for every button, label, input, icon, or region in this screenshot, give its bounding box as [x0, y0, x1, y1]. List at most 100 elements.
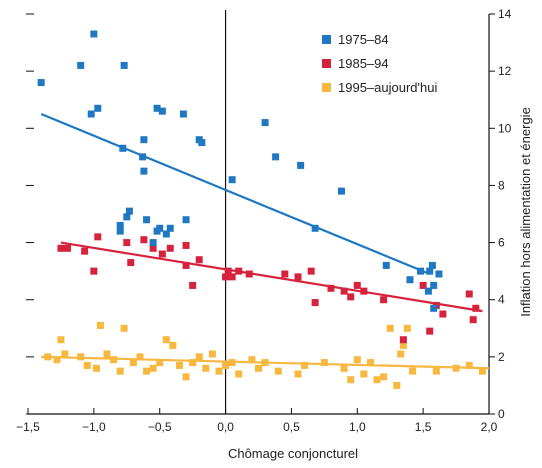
- point-series-2: [57, 244, 65, 252]
- legend-swatch: [322, 83, 331, 92]
- point-series-1: [406, 276, 414, 284]
- point-series-1: [143, 216, 151, 224]
- point-series-3: [129, 359, 137, 367]
- point-series-3: [393, 381, 401, 389]
- point-series-2: [399, 336, 407, 344]
- point-series-1: [123, 213, 131, 221]
- point-series-3: [120, 324, 128, 332]
- point-series-3: [340, 364, 348, 372]
- point-series-3: [53, 356, 61, 364]
- point-series-1: [116, 227, 124, 235]
- point-series-2: [235, 267, 243, 275]
- point-series-3: [182, 373, 190, 381]
- point-series-3: [248, 356, 256, 364]
- point-series-2: [81, 247, 89, 255]
- point-series-1: [337, 187, 345, 195]
- point-series-3: [149, 364, 157, 372]
- y-tick-label: 2: [498, 350, 505, 364]
- point-series-2: [465, 290, 473, 298]
- y-tick-label: 12: [498, 64, 512, 78]
- point-series-1: [140, 136, 148, 144]
- point-series-3: [399, 341, 407, 349]
- x-tick-label: 1,0: [349, 420, 366, 434]
- point-series-2: [166, 244, 174, 252]
- point-series-2: [281, 270, 289, 278]
- point-series-2: [222, 273, 230, 281]
- point-series-2: [380, 296, 388, 304]
- point-series-2: [426, 327, 434, 335]
- point-series-1: [382, 261, 390, 269]
- point-series-2: [123, 239, 131, 247]
- point-series-3: [235, 370, 243, 378]
- point-series-2: [353, 281, 361, 289]
- point-series-1: [430, 281, 438, 289]
- point-series-2: [127, 259, 135, 267]
- point-series-3: [116, 367, 124, 375]
- point-series-1: [139, 153, 147, 161]
- point-series-3: [255, 364, 262, 372]
- point-series-3: [92, 364, 100, 372]
- point-series-3: [397, 350, 405, 358]
- point-series-3: [386, 324, 394, 332]
- point-series-1: [166, 224, 174, 232]
- point-series-3: [77, 353, 85, 361]
- point-series-3: [143, 367, 151, 375]
- point-series-1: [94, 104, 102, 112]
- point-series-3: [96, 321, 104, 329]
- y-tick-label: 4: [498, 293, 505, 307]
- point-series-2: [327, 284, 335, 292]
- point-series-1: [428, 261, 436, 269]
- scatter-points: [37, 30, 486, 389]
- point-series-3: [175, 361, 183, 369]
- point-series-3: [156, 359, 164, 367]
- x-tick-label: 0,0: [217, 420, 234, 434]
- point-series-1: [272, 153, 280, 161]
- point-series-3: [61, 350, 69, 358]
- point-series-3: [162, 336, 170, 344]
- point-series-3: [202, 364, 210, 372]
- point-series-1: [179, 110, 187, 118]
- x-tick-label: −0,5: [148, 420, 172, 434]
- point-series-2: [294, 273, 302, 281]
- point-series-1: [162, 230, 170, 238]
- point-series-2: [182, 241, 190, 249]
- point-series-3: [83, 361, 91, 369]
- point-series-3: [228, 359, 236, 367]
- point-series-3: [103, 350, 111, 358]
- point-series-2: [419, 281, 427, 289]
- point-series-1: [140, 167, 148, 175]
- point-series-3: [360, 370, 368, 378]
- point-series-3: [44, 353, 52, 361]
- point-series-3: [110, 356, 118, 364]
- point-series-3: [373, 376, 381, 384]
- point-series-1: [426, 267, 434, 275]
- point-series-1: [198, 139, 206, 147]
- point-series-2: [347, 293, 355, 301]
- point-series-2: [149, 244, 157, 252]
- point-series-3: [222, 361, 230, 369]
- point-series-1: [120, 61, 128, 69]
- x-tick-label: 1,5: [415, 420, 432, 434]
- point-series-3: [274, 367, 282, 375]
- point-series-2: [94, 233, 102, 241]
- point-series-3: [208, 350, 216, 358]
- point-series-2: [469, 316, 477, 324]
- point-series-3: [169, 341, 177, 349]
- point-series-1: [77, 61, 85, 69]
- y-tick-label: 6: [498, 236, 505, 250]
- legend: 1975–84 1985–94 1995–aujourd'hui: [322, 32, 437, 95]
- point-series-3: [136, 353, 144, 361]
- point-series-2: [472, 304, 480, 312]
- point-series-1: [90, 30, 98, 38]
- point-series-1: [424, 287, 432, 295]
- legend-label: 1985–94: [338, 56, 389, 71]
- point-series-2: [64, 244, 72, 252]
- point-series-3: [294, 370, 302, 378]
- point-series-2: [228, 273, 236, 281]
- point-series-2: [340, 287, 348, 295]
- x-tick-label: −1,5: [16, 420, 40, 434]
- point-series-1: [87, 110, 95, 118]
- point-series-1: [182, 216, 190, 224]
- point-series-1: [297, 161, 305, 169]
- point-series-2: [245, 270, 253, 278]
